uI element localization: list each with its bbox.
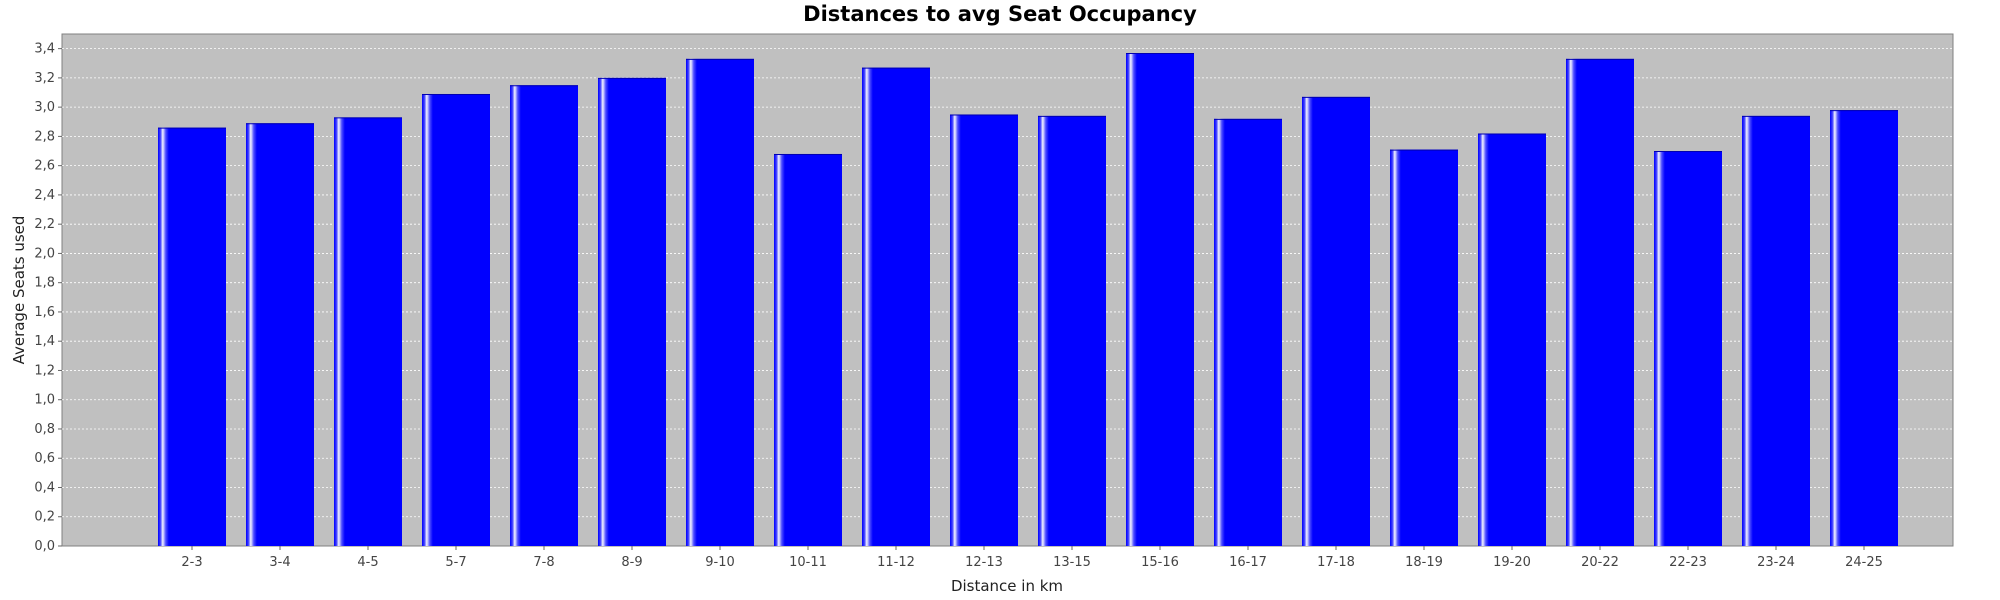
bars xyxy=(158,53,1898,547)
x-tick-label: 22-23 xyxy=(1669,555,1707,570)
y-axis-label: Average Seats used xyxy=(10,216,28,365)
x-tick-label: 12-13 xyxy=(965,555,1003,570)
y-tick-label: 0,0 xyxy=(34,539,55,554)
x-tick-label: 13-15 xyxy=(1053,555,1091,570)
x-tick-label: 16-17 xyxy=(1229,555,1267,570)
x-tick-label: 24-25 xyxy=(1845,555,1883,570)
y-tick-label: 1,4 xyxy=(34,334,55,349)
bar-19-20 xyxy=(1478,133,1546,546)
bar-7-8 xyxy=(510,85,578,546)
y-tick-label: 2,8 xyxy=(34,129,55,144)
y-tick-label: 1,6 xyxy=(34,305,55,320)
y-tick-label: 3,4 xyxy=(34,42,55,57)
y-tick-label: 2,6 xyxy=(34,159,55,174)
y-tick-label: 2,0 xyxy=(34,246,55,261)
bar-16-17 xyxy=(1214,118,1282,547)
bar-17-18 xyxy=(1302,96,1370,546)
y-tick-label: 3,2 xyxy=(34,71,55,86)
y-tick-label: 1,8 xyxy=(34,276,55,291)
bar-8-9 xyxy=(598,77,666,546)
bar-22-23 xyxy=(1654,151,1722,546)
bar-12-13 xyxy=(950,114,1018,546)
y-tick-label: 2,4 xyxy=(34,188,55,203)
x-tick-label: 8-9 xyxy=(621,555,642,570)
y-tick-label: 2,2 xyxy=(34,217,55,232)
x-tick-label: 7-8 xyxy=(533,555,554,570)
bar-18-19 xyxy=(1390,149,1458,546)
x-tick-label: 4-5 xyxy=(357,555,378,570)
chart-title: Distances to avg Seat Occupancy xyxy=(803,2,1197,26)
y-tick-label: 0,8 xyxy=(34,422,55,437)
bar-4-5 xyxy=(334,117,402,546)
x-tick-label: 10-11 xyxy=(789,555,827,570)
bar-2-3 xyxy=(158,127,226,546)
x-axis-label: Distance in km xyxy=(951,577,1063,595)
x-tick-label: 2-3 xyxy=(181,555,202,570)
x-tick-label: 20-22 xyxy=(1581,555,1619,570)
y-axis: 0,0 0,2 0,4 0,6 0,8 1,0 1,2 1,4 1,6 1,8 2,0 2,2 2,4 2… xyxy=(34,42,62,554)
x-tick-label: 18-19 xyxy=(1405,555,1443,570)
y-tick-label: 1,0 xyxy=(34,393,55,408)
y-tick-label: 0,2 xyxy=(34,510,55,525)
x-tick-label: 5-7 xyxy=(445,555,466,570)
bar-3-4 xyxy=(246,123,314,546)
bar-9-10 xyxy=(686,58,754,547)
bar-13-15 xyxy=(1038,115,1106,547)
y-tick-label: 0,4 xyxy=(34,480,55,495)
bar-24-25 xyxy=(1830,110,1898,546)
x-tick-label: 23-24 xyxy=(1757,555,1795,570)
y-tick-label: 3,0 xyxy=(34,100,55,115)
x-axis: 2-3 3-4 4-5 5-7 7-8 8-9 9-10 10-11 11-12 12-13 13-… xyxy=(181,546,1883,570)
bar-15-16 xyxy=(1126,53,1194,546)
x-tick-label: 9-10 xyxy=(705,555,735,570)
bar-10-11 xyxy=(774,153,842,546)
x-tick-label: 17-18 xyxy=(1317,555,1355,570)
bar-11-12 xyxy=(862,67,930,546)
x-tick-label: 19-20 xyxy=(1493,555,1531,570)
x-tick-label: 11-12 xyxy=(877,555,915,570)
y-tick-label: 0,6 xyxy=(34,451,55,466)
bar-23-24 xyxy=(1742,115,1810,547)
y-tick-label: 1,2 xyxy=(34,363,55,378)
bar-20-22 xyxy=(1566,58,1634,547)
bar-5-7 xyxy=(422,93,490,546)
x-tick-label: 15-16 xyxy=(1141,555,1179,570)
x-tick-label: 3-4 xyxy=(269,555,290,570)
